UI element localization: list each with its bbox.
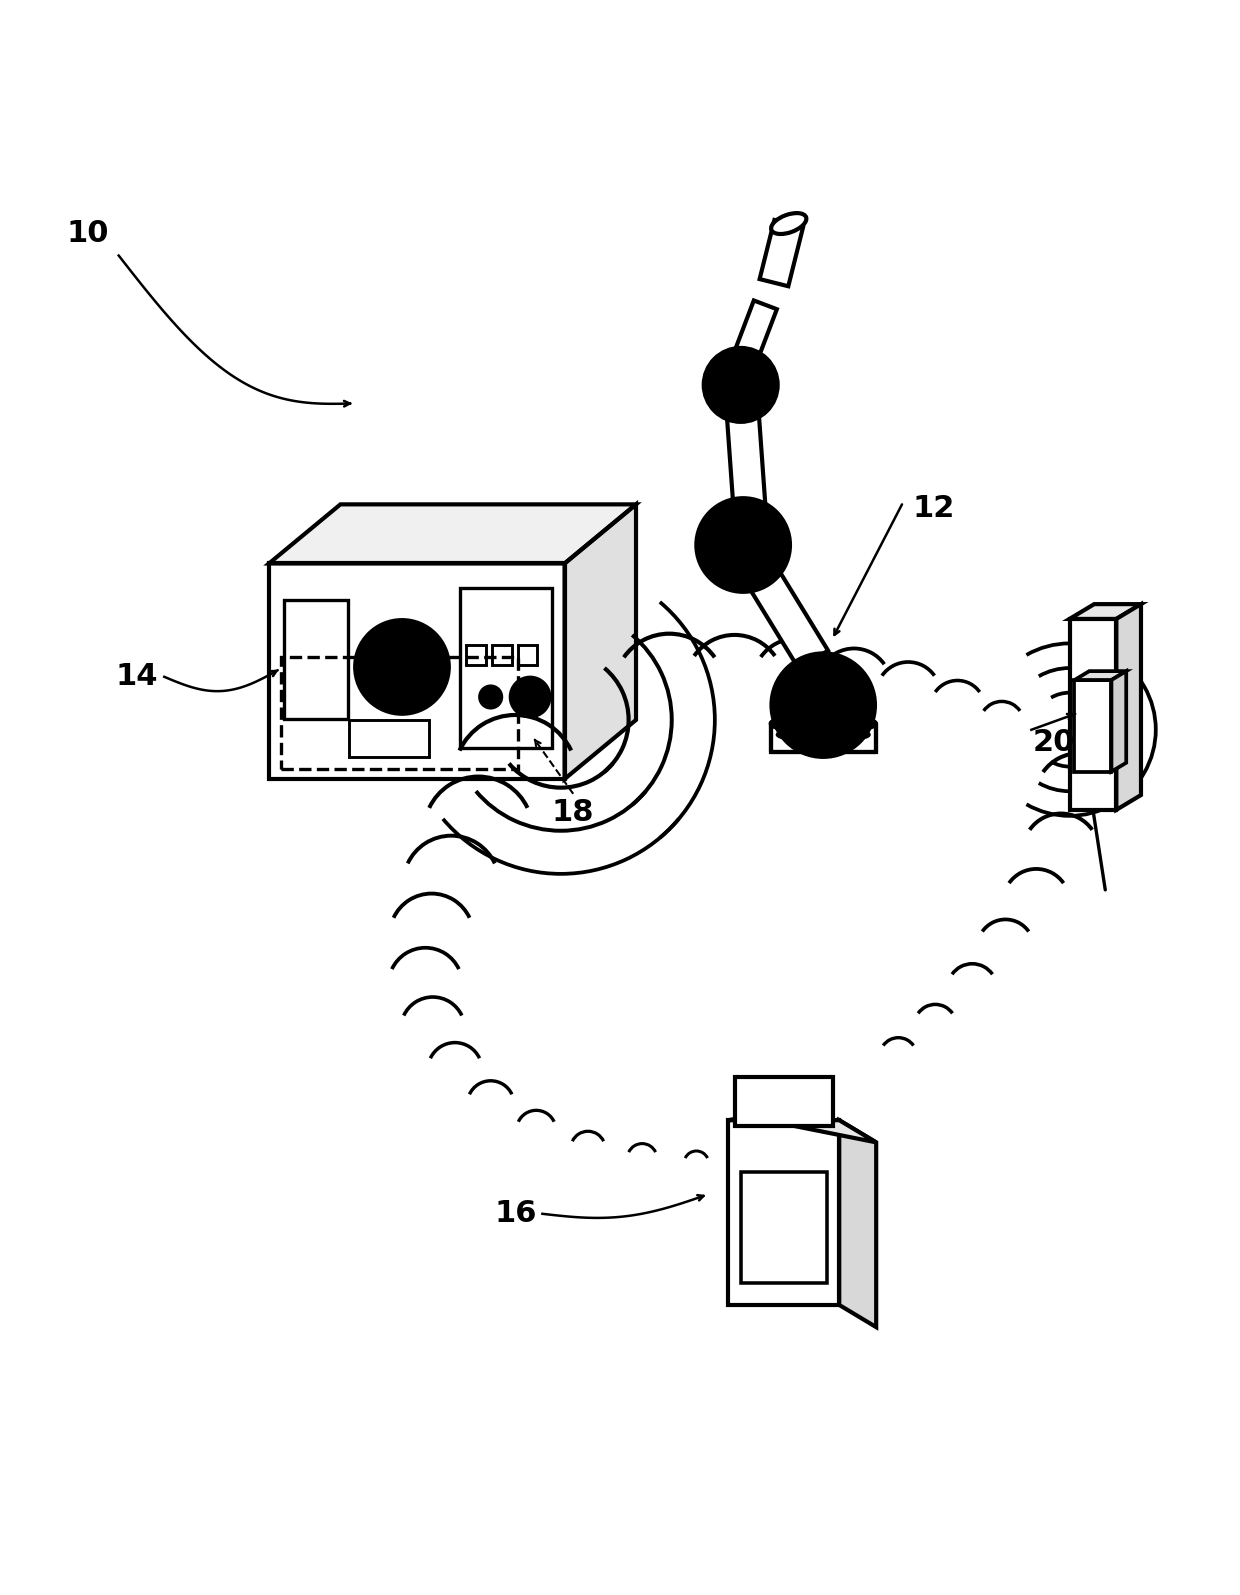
- Polygon shape: [1075, 679, 1111, 772]
- Text: 14: 14: [115, 662, 159, 691]
- Polygon shape: [269, 504, 636, 563]
- Polygon shape: [735, 300, 776, 357]
- Polygon shape: [724, 384, 765, 506]
- Circle shape: [704, 348, 777, 421]
- Polygon shape: [1111, 671, 1126, 772]
- Polygon shape: [760, 220, 804, 286]
- Polygon shape: [1070, 619, 1116, 810]
- Text: 16: 16: [494, 1199, 537, 1228]
- Polygon shape: [492, 646, 512, 665]
- Text: 20: 20: [1033, 727, 1075, 756]
- Polygon shape: [728, 1116, 877, 1142]
- Circle shape: [355, 620, 449, 713]
- Polygon shape: [1075, 671, 1126, 679]
- Text: 12: 12: [913, 493, 955, 523]
- Circle shape: [511, 678, 549, 716]
- Polygon shape: [1070, 605, 1141, 619]
- Bar: [281, 657, 518, 769]
- Text: 10: 10: [67, 219, 109, 247]
- Polygon shape: [728, 1120, 839, 1305]
- Circle shape: [697, 498, 790, 592]
- Circle shape: [771, 654, 875, 758]
- Polygon shape: [839, 1120, 877, 1327]
- Polygon shape: [564, 504, 636, 778]
- Circle shape: [749, 1089, 774, 1113]
- Polygon shape: [518, 646, 537, 665]
- Polygon shape: [734, 1077, 833, 1126]
- Polygon shape: [284, 600, 347, 719]
- Polygon shape: [1116, 605, 1141, 810]
- Circle shape: [794, 1089, 818, 1113]
- Ellipse shape: [771, 715, 875, 732]
- Polygon shape: [466, 646, 486, 665]
- Polygon shape: [728, 536, 828, 668]
- Polygon shape: [348, 719, 429, 758]
- Circle shape: [480, 686, 502, 708]
- Ellipse shape: [771, 214, 806, 234]
- Text: 18: 18: [552, 798, 594, 826]
- Polygon shape: [269, 563, 564, 778]
- Polygon shape: [771, 724, 875, 751]
